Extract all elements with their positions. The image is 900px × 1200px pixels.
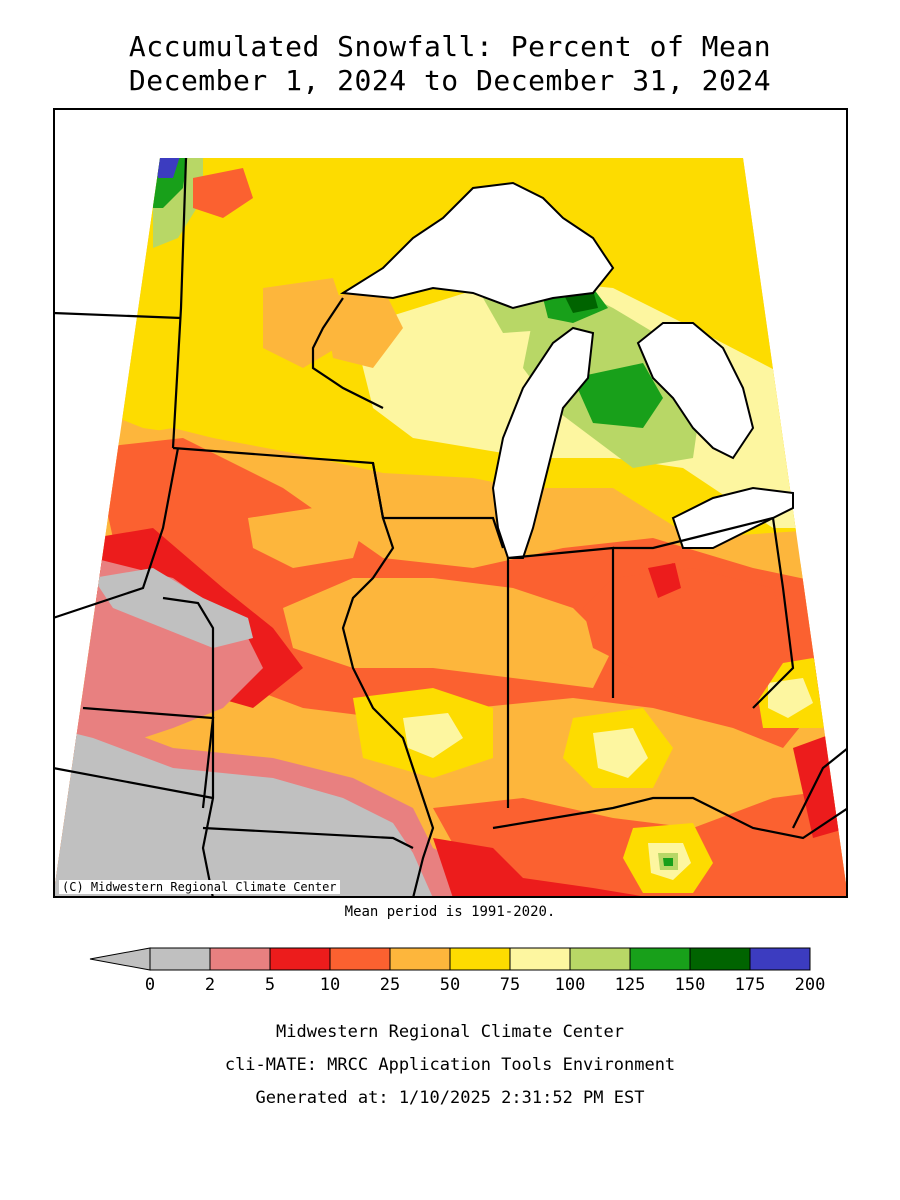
legend-tick-label: 50	[440, 975, 460, 995]
legend-tick-label: 5	[265, 975, 275, 995]
legend-tick-label: 150	[675, 975, 706, 995]
footer-generated: Generated at: 1/10/2025 2:31:52 PM EST	[255, 1088, 645, 1108]
map-frame	[53, 108, 848, 898]
legend-swatch	[749, 947, 811, 971]
state-borders	[53, 157, 848, 898]
legend-swatch	[329, 947, 391, 971]
footer-app: cli-MATE: MRCC Application Tools Environ…	[224, 1055, 676, 1075]
snowfall-map	[53, 108, 848, 898]
legend-underflow-triangle	[89, 947, 151, 971]
legend-tick-label: 0	[145, 975, 155, 995]
legend-swatch	[509, 947, 571, 971]
lake-superior	[339, 181, 615, 310]
lake-erie	[671, 486, 794, 549]
legend-tick-label: 100	[555, 975, 586, 995]
legend-swatch	[689, 947, 751, 971]
legend-tick-label: 200	[795, 975, 826, 995]
mean-period-note: Mean period is 1991-2020.	[344, 904, 556, 920]
legend-tick-label: 2	[205, 975, 215, 995]
legend-tick-label: 125	[615, 975, 646, 995]
legend-tick-label: 75	[500, 975, 520, 995]
legend-swatch	[149, 947, 211, 971]
legend-tick-label: 25	[380, 975, 400, 995]
lake-huron	[636, 322, 755, 460]
legend-swatch	[269, 947, 331, 971]
map-title: Accumulated Snowfall: Percent of Mean	[128, 30, 772, 63]
legend-swatch	[389, 947, 451, 971]
map-date-range: December 1, 2024 to December 31, 2024	[128, 64, 772, 97]
legend-swatch	[629, 947, 691, 971]
legend-swatch	[449, 947, 511, 971]
copyright-label: (C) Midwestern Regional Climate Center	[59, 880, 340, 894]
lake-michigan	[491, 326, 595, 559]
legend-tick-label: 175	[735, 975, 766, 995]
footer-org: Midwestern Regional Climate Center	[276, 1022, 624, 1042]
great-lakes	[339, 181, 794, 559]
legend-tick-label: 10	[320, 975, 340, 995]
color-legend: 0 2 5 10 25 50 75 100 125 150 175 200	[89, 947, 826, 995]
legend-swatch	[569, 947, 631, 971]
legend-swatch	[209, 947, 271, 971]
